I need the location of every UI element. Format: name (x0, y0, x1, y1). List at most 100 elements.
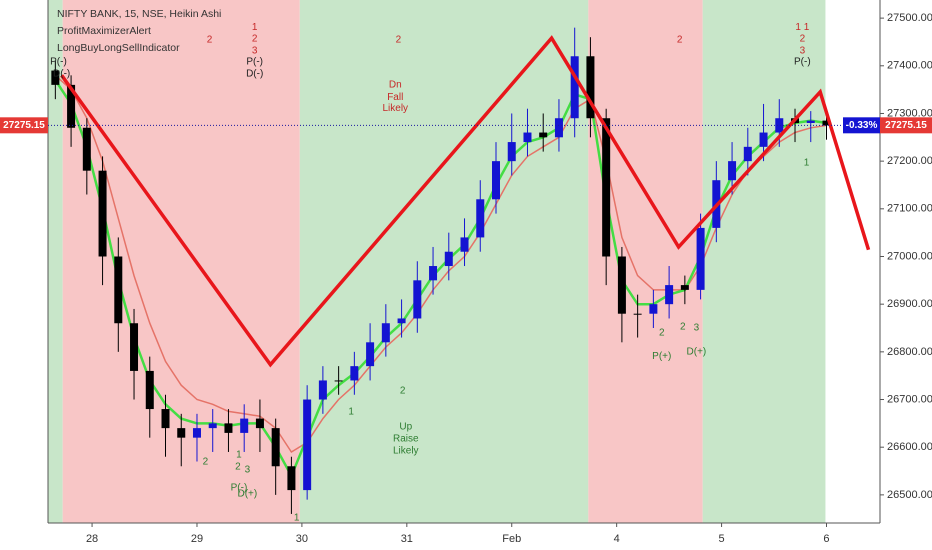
y-tick-label: 26500.00 (887, 489, 932, 501)
candle-body (114, 256, 123, 324)
candle-body (806, 120, 815, 124)
annotation: P(-) (231, 482, 248, 493)
last-price-box-right (880, 117, 932, 134)
annotation: 2 (659, 327, 665, 338)
annotation: 2 (677, 35, 683, 46)
candle-body (366, 342, 375, 367)
last-price-label-right: 27275.15 (885, 120, 927, 131)
candle-body (397, 318, 406, 324)
candle-body (728, 161, 737, 181)
candle-body (67, 84, 76, 128)
candle-body (98, 170, 107, 257)
candle-body (130, 323, 139, 371)
change-box (843, 117, 880, 134)
candle-body (192, 428, 201, 438)
y-tick-label: 26900.00 (887, 298, 932, 310)
last-price-box (0, 117, 48, 134)
last-price-label: 27275.15 (3, 120, 45, 131)
candle-body (334, 380, 343, 382)
y-tick-label: 26800.00 (887, 346, 932, 358)
candle-body (271, 428, 280, 467)
annotation: Up (399, 421, 412, 432)
x-tick-label: 28 (86, 533, 98, 545)
candle-body (633, 313, 642, 315)
annotation: 2 (207, 35, 213, 46)
annotation: 1 (294, 512, 300, 523)
x-tick-label: 29 (191, 533, 203, 545)
y-tick-label: 27400.00 (887, 60, 932, 72)
x-tick-label: 30 (296, 533, 308, 545)
candle-body (570, 56, 579, 119)
candle-body (255, 418, 264, 429)
y-tick-label: 26700.00 (887, 393, 932, 405)
x-tick-label: 31 (401, 533, 413, 545)
change-label: -0.33% (846, 120, 878, 131)
zigzag-line (60, 35, 871, 368)
x-tick-label: 6 (823, 533, 829, 545)
annotation: 3 (252, 46, 258, 57)
annotation: 3 (694, 323, 700, 334)
annotation: 2 (680, 322, 686, 333)
candle-body (649, 304, 658, 314)
annotation: P(-) (246, 57, 263, 68)
annotation: D(-) (246, 69, 263, 80)
trend-region (588, 0, 703, 523)
annotation: P(-) (794, 57, 811, 68)
annotation: 2 (396, 35, 402, 46)
annotation: 1 1 (795, 22, 809, 33)
candle-body (413, 280, 422, 319)
y-tick-label: 27000.00 (887, 250, 932, 262)
candle-body (743, 146, 752, 162)
y-tick-label: 27100.00 (887, 203, 932, 215)
trend-region (702, 0, 826, 523)
candle-body (224, 423, 233, 433)
candle-body (822, 120, 831, 126)
annotation: P(-) (50, 57, 67, 68)
candle-body (539, 132, 548, 138)
annotation: 2 (252, 34, 258, 45)
candle-body (680, 285, 689, 290)
annotation: D(-) (53, 69, 70, 80)
x-tick-label: 4 (614, 533, 620, 545)
annotation: Dn (389, 80, 402, 91)
candle-body (444, 251, 453, 267)
candle-body (476, 199, 485, 238)
annotation: P(+) (652, 351, 671, 362)
candle-body (775, 118, 784, 133)
annotation: 2 (235, 461, 241, 472)
background-layer (48, 0, 826, 523)
candle-body (177, 428, 186, 438)
x-tick-label: Feb (502, 533, 521, 545)
annotation: 3 (245, 465, 251, 476)
plot-layer (51, 27, 871, 514)
header-text: ProfitMaximizerAlert (57, 25, 151, 37)
annotation: D(+) (687, 346, 707, 357)
annotation: 2 (400, 386, 406, 397)
candle-body (208, 423, 217, 429)
candle-body (759, 132, 768, 147)
candle-body (51, 70, 60, 85)
candle-body (617, 256, 626, 314)
y-tick-label: 26600.00 (887, 441, 932, 453)
trend-region (48, 0, 63, 523)
candle-body (602, 118, 611, 257)
annotation: 1 (236, 449, 242, 460)
candle-body (145, 370, 154, 410)
y-tick-label: 27500.00 (887, 12, 932, 24)
annotation: Likely (393, 446, 419, 457)
candle-body (161, 409, 170, 429)
candle-body (460, 237, 469, 252)
x-tick-label: 5 (719, 533, 725, 545)
candle-body (554, 118, 563, 138)
candle-body (523, 132, 532, 143)
candle-body (586, 56, 595, 119)
candle-body (492, 161, 500, 200)
annotation: 1 (348, 407, 354, 418)
candle-body (665, 285, 674, 305)
header-text: NIFTY BANK, 15, NSE, Heikin Ashi (57, 8, 221, 20)
annotation: Raise (393, 434, 419, 445)
candle-body (318, 380, 327, 400)
candle-body (429, 266, 438, 281)
